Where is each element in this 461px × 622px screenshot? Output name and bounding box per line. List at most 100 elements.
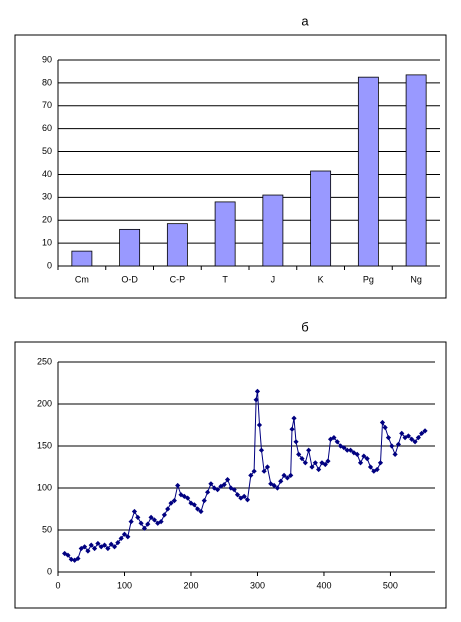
data-point — [377, 460, 384, 466]
data-point — [334, 439, 340, 445]
y-tick-label: 20 — [42, 215, 52, 225]
data-point — [175, 482, 181, 489]
data-point — [244, 497, 251, 503]
data-point — [178, 492, 184, 498]
y-tick-label: 0 — [47, 566, 52, 576]
x-tick-label: C-P — [170, 274, 186, 284]
data-point — [264, 464, 271, 470]
x-tick-label: 400 — [316, 580, 331, 590]
data-point — [221, 482, 227, 488]
y-tick-label: 150 — [37, 440, 52, 450]
data-point — [95, 540, 101, 547]
data-point — [289, 426, 295, 432]
data-point — [191, 502, 197, 508]
data-point — [81, 544, 88, 550]
data-point — [374, 466, 380, 473]
bar — [310, 170, 332, 267]
data-point — [382, 424, 388, 431]
y-tick-label: 200 — [37, 398, 52, 408]
data-point — [128, 519, 134, 525]
data-point — [415, 435, 421, 441]
data-point — [158, 519, 164, 525]
y-tick-label: 50 — [42, 146, 52, 156]
data-point — [181, 493, 187, 499]
x-tick-label: J — [271, 274, 276, 284]
y-tick-label: 80 — [42, 77, 52, 87]
data-point — [168, 500, 174, 506]
data-point — [399, 430, 405, 436]
x-tick-label: T — [222, 274, 228, 284]
y-tick-label: 0 — [47, 260, 52, 270]
data-point — [88, 542, 94, 548]
data-point — [85, 548, 91, 554]
data-point — [185, 495, 191, 501]
x-tick-label: O-D — [121, 274, 138, 284]
data-point — [138, 520, 144, 526]
data-point — [419, 430, 425, 436]
data-point — [389, 443, 395, 449]
data-point — [91, 545, 98, 552]
bar — [119, 228, 141, 267]
data-point — [208, 481, 214, 487]
x-tick-label: K — [318, 274, 324, 284]
data-point — [331, 435, 337, 441]
data-point — [302, 460, 308, 466]
data-point — [312, 460, 318, 466]
data-point — [354, 451, 360, 457]
data-point — [201, 498, 207, 504]
chart-frame — [14, 341, 447, 609]
data-point — [299, 456, 305, 462]
data-point — [296, 451, 302, 457]
data-point — [125, 534, 131, 540]
data-point — [364, 456, 370, 462]
data-point — [251, 468, 257, 474]
data-point — [306, 447, 312, 453]
y-tick-label: 90 — [42, 54, 52, 64]
x-tick-label: 500 — [383, 580, 398, 590]
data-point — [422, 428, 428, 434]
bar — [357, 76, 379, 267]
data-point — [361, 453, 367, 459]
data-point — [254, 388, 261, 394]
data-point — [409, 436, 415, 442]
data-point — [65, 552, 71, 558]
data-point — [78, 545, 84, 552]
x-tick-label: 200 — [183, 580, 198, 590]
data-point — [392, 451, 398, 457]
data-point — [205, 489, 211, 495]
data-point — [224, 477, 231, 483]
y-tick-label: 250 — [37, 356, 52, 366]
x-tick-label: Ng — [410, 274, 422, 284]
data-point — [195, 506, 201, 512]
data-point — [198, 508, 204, 515]
data-point — [105, 545, 111, 552]
chart-title: а — [301, 13, 309, 28]
data-point — [379, 419, 386, 426]
bar — [214, 201, 236, 267]
x-tick-label: 300 — [250, 580, 265, 590]
data-point — [288, 472, 294, 478]
data-point — [293, 439, 299, 445]
data-point — [214, 487, 221, 493]
data-point — [253, 397, 259, 403]
y-tick-label: 70 — [42, 100, 52, 110]
data-point — [148, 514, 154, 520]
data-point — [412, 439, 418, 445]
y-tick-label: 30 — [42, 192, 52, 202]
bar — [262, 194, 284, 267]
data-point — [325, 458, 331, 464]
data-point — [248, 472, 254, 478]
data-point — [75, 555, 81, 562]
data-point — [155, 520, 161, 526]
data-point — [291, 415, 297, 421]
y-tick-label: 60 — [42, 123, 52, 133]
data-point — [347, 447, 354, 453]
data-point — [115, 540, 121, 546]
data-point — [111, 544, 118, 550]
data-point — [135, 514, 141, 520]
data-point — [165, 506, 171, 512]
data-point — [231, 487, 237, 493]
data-point — [344, 447, 350, 453]
data-point — [72, 557, 78, 563]
